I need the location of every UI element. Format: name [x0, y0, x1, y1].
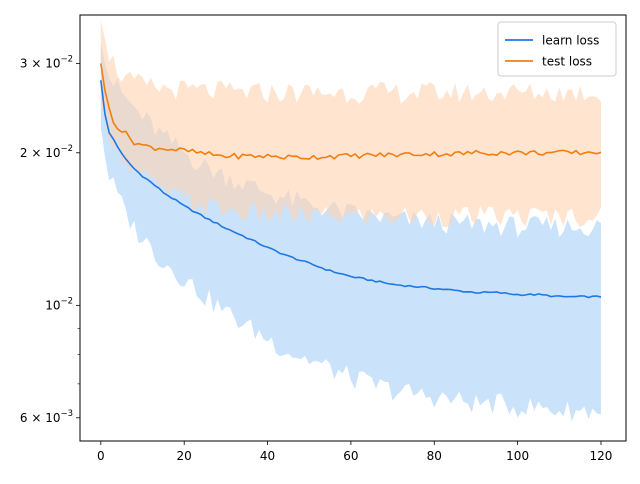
x-axis: 0 20 40 60 80 100 120	[97, 441, 612, 463]
y-tick-label: 10−2	[45, 296, 73, 312]
x-tick-label: 0	[97, 449, 105, 463]
x-tick-label: 80	[427, 449, 442, 463]
line-test-loss	[100, 63, 602, 161]
y-axis: 6 × 10−3 10−2 2 × 10−2 3 × 10−2	[20, 55, 80, 425]
x-tick-label: 40	[260, 449, 275, 463]
confidence-bands	[100, 20, 601, 422]
plot-area-frame	[79, 14, 627, 442]
x-tick-label: 60	[343, 449, 358, 463]
x-tick-label: 120	[590, 449, 613, 463]
legend: learn loss test loss	[497, 21, 617, 77]
series-lines	[100, 63, 602, 299]
y-tick-label: 2 × 10−2	[20, 144, 73, 160]
line-learn-loss	[100, 80, 602, 299]
legend-label: learn loss	[542, 34, 599, 48]
band-test-loss	[100, 20, 601, 228]
legend-box	[497, 21, 617, 77]
y-tick-label: 3 × 10−2	[20, 55, 73, 71]
band-learn-loss	[100, 42, 601, 422]
x-tick-label: 100	[506, 449, 529, 463]
y-tick-label: 6 × 10−3	[20, 409, 73, 425]
legend-label: test loss	[542, 55, 592, 69]
x-tick-label: 20	[177, 449, 192, 463]
